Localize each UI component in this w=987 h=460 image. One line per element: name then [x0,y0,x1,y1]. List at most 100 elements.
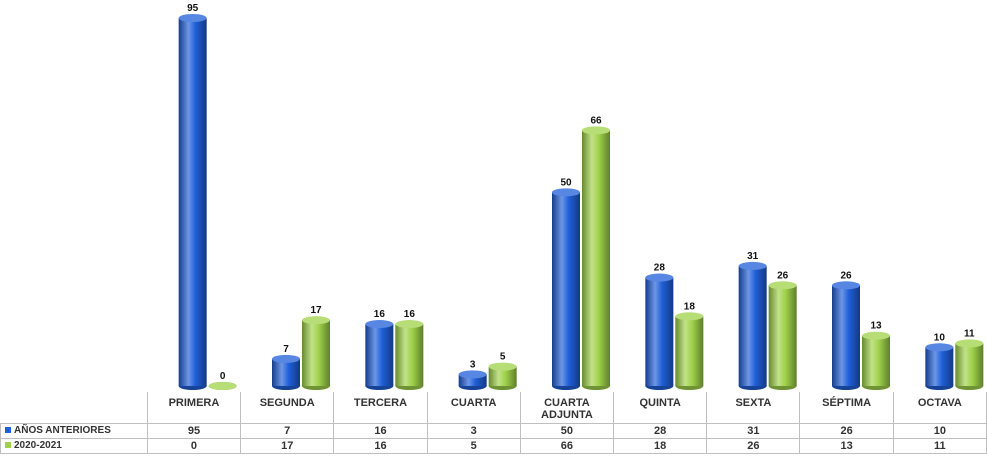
bar-top [208,382,237,390]
header-row: PRIMERA SEGUNDA TERCERA CUARTA CUARTA ADJUNT… [1,392,987,424]
bar [832,285,860,386]
bar [768,285,797,386]
bar-top [395,320,424,329]
header-cell: TERCERA [333,392,428,424]
bar [675,316,704,386]
bar-top [955,339,984,348]
data-label: 17 [310,305,322,316]
header-cell: OCTAVA [892,392,987,424]
data-label: 7 [283,344,289,355]
table-value: 95 [146,423,242,439]
bar-top [738,261,767,270]
table-value: 18 [613,438,708,454]
data-label: 26 [777,270,789,281]
data-label: 50 [560,177,572,188]
bar-top [488,362,517,371]
bar-top [272,354,300,363]
bar [395,324,424,386]
category-label: SÉPTIMA [822,397,872,409]
data-row: AÑOS ANTERIORES 95 7 16 3 50 28 31 26 10 [0,423,987,439]
bar-top [178,14,207,22]
category-label: PRIMERA [168,397,220,409]
data-label: 10 [934,332,946,343]
header-cell: PRIMERA [146,392,242,424]
legend-cell: AÑOS ANTERIORES [0,423,148,439]
data-row: 2020-2021 0 17 16 5 66 18 26 13 11 [0,438,987,454]
bar-top [925,343,954,352]
table-value: 50 [519,423,615,439]
data-label: 0 [220,371,226,382]
table-value: 66 [519,438,615,454]
header-cell: CUARTA [426,392,521,424]
data-label: 11 [964,328,975,339]
bar [488,366,517,386]
category-label: SEXTA [735,397,772,409]
bar [645,277,674,386]
bar [738,265,767,386]
category-label: CUARTA [450,397,497,409]
bar [458,374,487,386]
category-label: CUARTA ADJUNTA [541,397,593,421]
bar-top [675,312,704,321]
table-value: 17 [240,438,335,454]
legend-label: 2020-2021 [14,440,62,451]
table-value: 13 [799,438,894,454]
bar-top [365,320,394,329]
header-cell: QUINTA [613,392,708,424]
header-cell: SEXTA [706,392,801,424]
data-label: 95 [187,3,199,14]
plot: 95 0 7 17 16 16 3 5 50 66 28 18 31 26 26 13 10 11 [178,3,984,390]
data-label: 28 [654,263,666,274]
data-table: PRIMERA SEGUNDA TERCERA CUARTA CUARTA ADJUNT… [0,392,987,454]
bar-top [862,331,890,340]
table-value: 5 [426,438,521,454]
data-label: 66 [590,115,602,126]
data-label: 13 [870,321,882,332]
category-label: SEGUNDA [259,397,315,409]
data-label: 31 [747,251,759,262]
table-value: 11 [892,438,987,454]
bar [582,130,610,386]
category-label: TERCERA [353,397,408,409]
category-label: OCTAVA [917,397,962,409]
category-label: QUINTA [639,397,681,409]
bar-top [582,126,610,135]
bar-top [645,273,674,282]
table-value: 28 [613,423,708,439]
bar [552,192,580,386]
bar [178,18,207,386]
data-label: 3 [470,359,476,370]
header-cell: SEGUNDA [240,392,335,424]
table-value: 16 [333,423,428,439]
data-label: 5 [500,352,506,363]
bar-top [302,316,330,325]
bar [862,335,890,386]
table-value: 26 [799,423,894,439]
bar-top [768,281,797,290]
bar-top [458,370,487,379]
bar-top [832,281,860,290]
data-label: 16 [374,309,386,320]
legend-swatch [5,427,11,433]
data-label: 18 [684,301,696,312]
table-value: 0 [146,438,242,454]
bar [302,320,330,386]
header-cell: SÉPTIMA [799,392,894,424]
legend-label: AÑOS ANTERIORES [14,425,111,436]
bar [955,343,984,386]
bar [925,347,954,386]
table-value: 10 [892,423,987,439]
legend-swatch [5,442,11,448]
bar-top [552,188,580,197]
table-value: 16 [333,438,428,454]
blank-cell [1,392,148,424]
header-cell: CUARTA ADJUNTA [519,392,615,424]
legend-cell: 2020-2021 [0,438,148,454]
data-label: 26 [840,270,852,281]
bar [272,358,300,386]
table-value: 31 [706,423,801,439]
table-value: 3 [426,423,521,439]
data-label: 16 [404,309,416,320]
bar [365,324,394,386]
